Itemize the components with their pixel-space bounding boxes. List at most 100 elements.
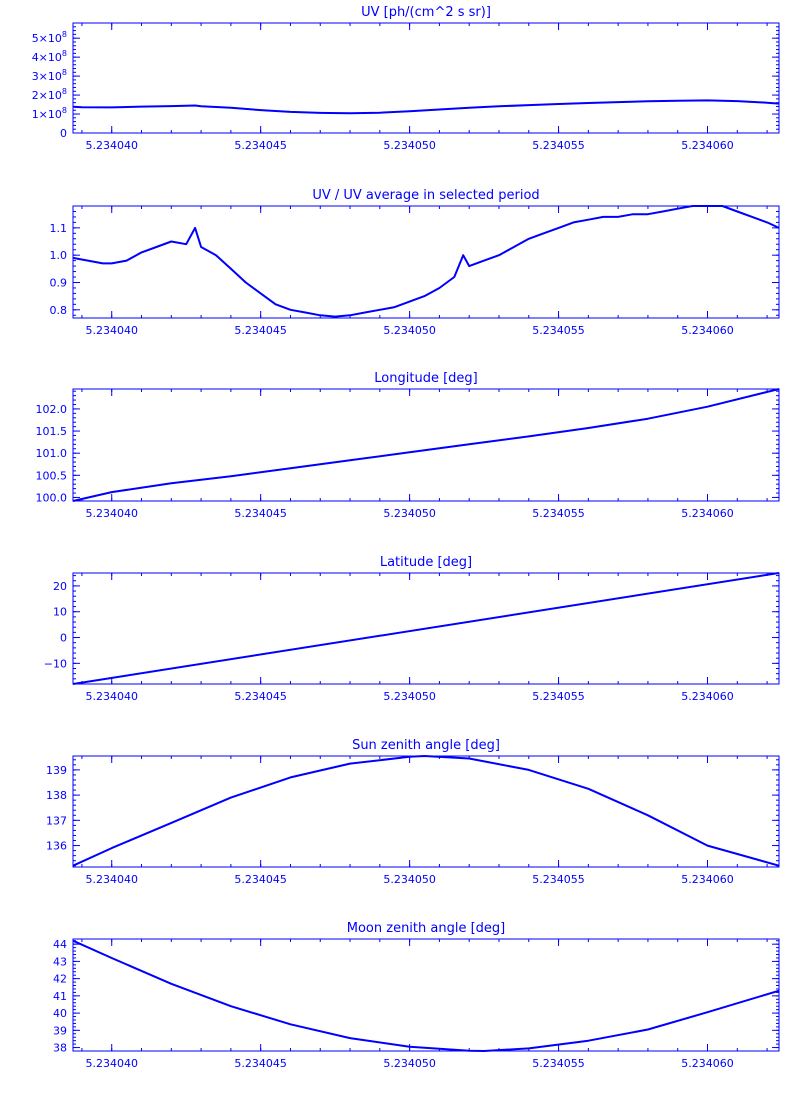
series-line-1 bbox=[72, 388, 780, 502]
x-tick-label: 5.234050 bbox=[383, 507, 436, 520]
y-tick-label-base: 139 bbox=[46, 764, 67, 777]
y-tick-label: 38 bbox=[53, 1042, 67, 1055]
plot-frame bbox=[72, 938, 780, 1052]
plot-frame bbox=[72, 388, 780, 502]
y-tick-label-base: 39 bbox=[53, 1024, 67, 1037]
y-tick-label-base: 136 bbox=[46, 840, 67, 853]
x-tick-label: 5.234040 bbox=[85, 1057, 138, 1070]
y-tick-label: 40 bbox=[53, 1007, 67, 1020]
y-tick-label-exp: 8 bbox=[62, 49, 67, 58]
chart-panel-6: Moon zenith angle [deg] 5.234040 5.234045 5… bbox=[53, 921, 780, 1070]
series-line-1 bbox=[72, 99, 780, 115]
y-tick-label-base: 1.1 bbox=[50, 222, 68, 235]
x-tick-label: 5.234060 bbox=[681, 139, 734, 152]
y-tick-label-exp: 8 bbox=[62, 68, 67, 77]
y-tick-label-base: 40 bbox=[53, 1007, 67, 1020]
y-tick-label: 42 bbox=[53, 973, 67, 986]
y-tick-label: −10 bbox=[44, 657, 67, 670]
x-tick-label: 5.234040 bbox=[85, 139, 138, 152]
y-tick-label: 1×108 bbox=[32, 106, 67, 121]
y-tick-label-base: 102.0 bbox=[36, 403, 68, 416]
y-tick-label: 43 bbox=[53, 955, 67, 968]
y-tick-label-base: 38 bbox=[53, 1042, 67, 1055]
x-tick-label: 5.234060 bbox=[681, 1057, 734, 1070]
y-tick-label-base: 0.8 bbox=[50, 304, 68, 317]
series-line-1 bbox=[72, 939, 780, 1052]
y-tick-label-base: 1.0 bbox=[50, 249, 68, 262]
y-tick-label-base: 0.9 bbox=[50, 276, 68, 289]
x-tick-label: 5.234050 bbox=[383, 690, 436, 703]
y-tick-label: 101.0 bbox=[36, 447, 68, 460]
y-tick-label: 0.9 bbox=[50, 276, 68, 289]
y-tick-label: 100.5 bbox=[36, 469, 68, 482]
y-tick-label-base: 20 bbox=[53, 580, 67, 593]
y-tick-label: 2×108 bbox=[32, 87, 67, 102]
y-tick-label: 1.0 bbox=[50, 249, 68, 262]
chart-panel-2: UV / UV average in selected period 5.2340… bbox=[50, 188, 780, 337]
y-tick-label: 0 bbox=[60, 127, 67, 140]
y-tick-label-base: 138 bbox=[46, 789, 67, 802]
y-tick-label-base: 42 bbox=[53, 973, 67, 986]
y-tick-label-base: 0 bbox=[60, 127, 67, 140]
chart-panel-3: Longitude [deg] 5.234040 5.234045 5.234050 5… bbox=[36, 371, 780, 520]
x-tick-label: 5.234050 bbox=[383, 873, 436, 886]
x-tick-label: 5.234055 bbox=[532, 1057, 585, 1070]
y-tick-label: 101.5 bbox=[36, 425, 68, 438]
x-tick-label: 5.234040 bbox=[85, 690, 138, 703]
y-tick-label-base: −10 bbox=[44, 657, 67, 670]
x-tick-label: 5.234040 bbox=[85, 873, 138, 886]
x-tick-label: 5.234045 bbox=[234, 507, 287, 520]
series-line-1 bbox=[72, 205, 780, 318]
x-tick-label: 5.234060 bbox=[681, 690, 734, 703]
y-tick-label-base: 5×10 bbox=[32, 32, 62, 45]
y-tick-label-exp: 8 bbox=[62, 87, 67, 96]
y-tick-label-base: 4×10 bbox=[32, 51, 62, 64]
y-tick-label: 0.8 bbox=[50, 304, 68, 317]
chart-panel-4: Latitude [deg] 5.234040 5.234045 5.234050 5.… bbox=[44, 555, 780, 703]
y-tick-label-base: 2×10 bbox=[32, 89, 62, 102]
x-tick-label: 5.234045 bbox=[234, 1057, 287, 1070]
x-tick-label: 5.234055 bbox=[532, 873, 585, 886]
plot-frame bbox=[72, 205, 780, 319]
y-tick-label: 138 bbox=[46, 789, 67, 802]
y-tick-label-exp: 8 bbox=[62, 106, 67, 115]
y-tick-label: 3×108 bbox=[32, 68, 67, 83]
y-tick-label: 139 bbox=[46, 764, 67, 777]
x-tick-label: 5.234050 bbox=[383, 1057, 436, 1070]
series-line-1 bbox=[72, 572, 780, 685]
y-tick-label-base: 44 bbox=[53, 938, 67, 951]
chart-panel-1: UV [ph/(cm^2 s sr)] 5.234040 5.234045 5.234… bbox=[32, 5, 780, 152]
y-tick-label: 5×108 bbox=[32, 30, 67, 45]
x-tick-label: 5.234050 bbox=[383, 139, 436, 152]
x-tick-label: 5.234050 bbox=[383, 324, 436, 337]
y-tick-label-base: 100.0 bbox=[36, 491, 68, 504]
x-tick-label: 5.234045 bbox=[234, 324, 287, 337]
y-tick-label: 20 bbox=[53, 580, 67, 593]
y-tick-label: 137 bbox=[46, 814, 67, 827]
y-tick-label: 4×108 bbox=[32, 49, 67, 64]
y-tick-label-base: 100.5 bbox=[36, 469, 68, 482]
chart-title: Longitude [deg] bbox=[374, 371, 477, 386]
y-tick-label-base: 3×10 bbox=[32, 70, 62, 83]
x-tick-label: 5.234060 bbox=[681, 507, 734, 520]
y-tick-label-base: 41 bbox=[53, 990, 67, 1003]
y-tick-label: 136 bbox=[46, 840, 67, 853]
y-tick-label-base: 0 bbox=[60, 632, 67, 645]
y-tick-label: 0 bbox=[60, 632, 67, 645]
x-tick-label: 5.234045 bbox=[234, 139, 287, 152]
y-tick-label-base: 101.5 bbox=[36, 425, 68, 438]
y-tick-label-base: 10 bbox=[53, 606, 67, 619]
chart-title: Moon zenith angle [deg] bbox=[347, 921, 505, 936]
y-tick-label-base: 1×10 bbox=[32, 108, 62, 121]
chart-panel-5: Sun zenith angle [deg] 5.234040 5.234045 5.… bbox=[46, 738, 780, 886]
x-tick-label: 5.234045 bbox=[234, 690, 287, 703]
chart-title: Latitude [deg] bbox=[380, 555, 472, 570]
chart-title: Sun zenith angle [deg] bbox=[352, 738, 500, 753]
chart-title: UV / UV average in selected period bbox=[312, 188, 539, 203]
x-tick-label: 5.234040 bbox=[85, 507, 138, 520]
x-tick-label: 5.234060 bbox=[681, 324, 734, 337]
y-tick-label-base: 137 bbox=[46, 814, 67, 827]
y-tick-label: 100.0 bbox=[36, 491, 68, 504]
y-tick-label: 39 bbox=[53, 1024, 67, 1037]
